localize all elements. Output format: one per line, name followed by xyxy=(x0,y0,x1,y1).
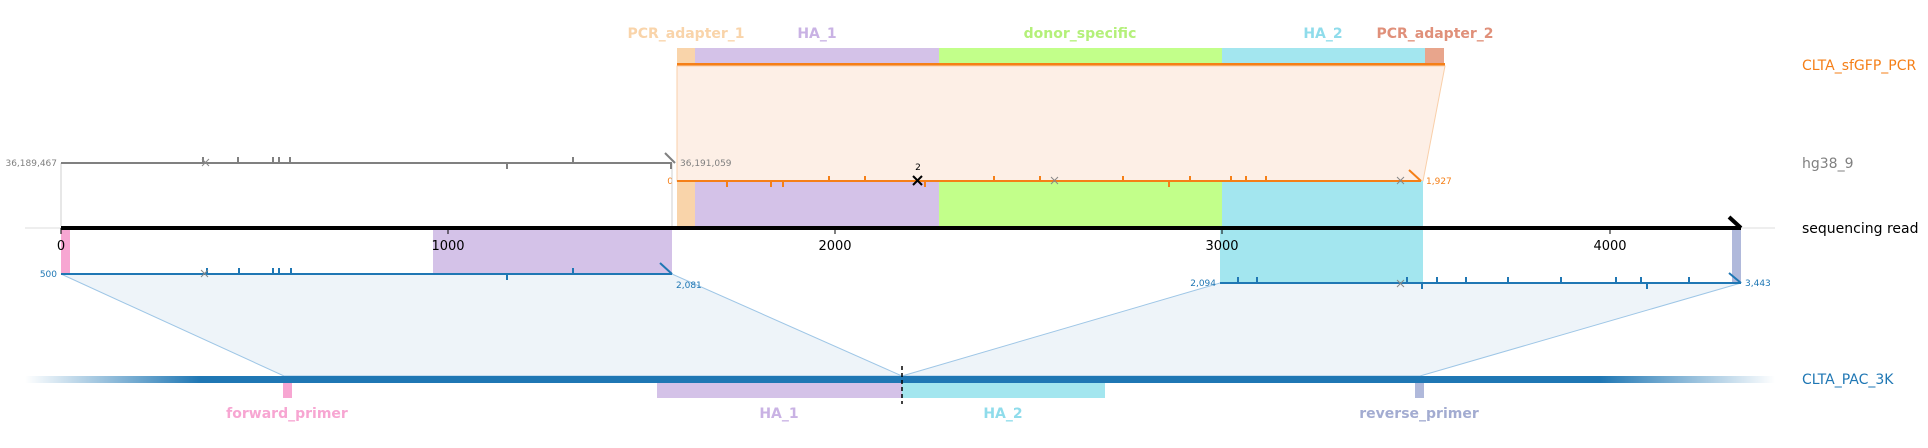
pcr-ha2-label: HA_2 xyxy=(1303,26,1342,42)
read-ha2-fill xyxy=(1222,181,1423,226)
pac-ha1-label: HA_1 xyxy=(759,406,798,422)
pac-left-end-label: 2,081 xyxy=(676,281,702,291)
pcr-adapter-1-block xyxy=(677,48,695,65)
read-adapter-fill xyxy=(677,181,695,226)
pcr-mismatch-x-2 xyxy=(1396,176,1405,185)
read-tick-label-2000: 2000 xyxy=(818,239,851,254)
pcr-alignment-band xyxy=(676,65,1446,182)
pac-reverse-primer-label: reverse_primer xyxy=(1359,406,1479,422)
genome-alignment-ticks xyxy=(202,157,672,169)
pcr-adapter-1-label: PCR_adapter_1 xyxy=(627,26,744,42)
pac-mismatch-x-2 xyxy=(1396,279,1405,288)
read-ha1-fill xyxy=(695,181,939,226)
pac-right-end-label: 3,443 xyxy=(1745,279,1771,289)
read-tick-label-4000: 4000 xyxy=(1593,239,1626,254)
genome-track-label: hg38_9 xyxy=(1802,156,1853,172)
read-track-label: sequencing read xyxy=(1802,221,1918,237)
pac-ha2-block xyxy=(902,383,1105,398)
read-reverse-primer-block xyxy=(1732,230,1741,283)
pcr-ha1-label: HA_1 xyxy=(797,26,836,42)
pac-ha2-label: HA_2 xyxy=(983,406,1022,422)
pac-forward-primer-label: forward_primer xyxy=(226,406,348,422)
pcr-mismatch-x-1 xyxy=(1050,176,1059,185)
read-axis: 0 1000 2000 3000 4000 sequencing read xyxy=(25,215,1918,283)
pac-track-label: CLTA_PAC_3K xyxy=(1802,372,1894,388)
pac-ha1-block xyxy=(657,383,902,398)
pac-backbone xyxy=(25,376,1775,383)
pcr-adapter-2-label: PCR_adapter_2 xyxy=(1376,26,1493,42)
read-tick-label-1000: 1000 xyxy=(431,239,464,254)
pcr-alignment-ticks xyxy=(726,176,1267,187)
pcr-alignment: 2 0 1,927 xyxy=(667,65,1452,226)
pac-reverse-primer-block xyxy=(1415,383,1424,398)
read-tick-label-3000: 3000 xyxy=(1205,239,1238,254)
read-donor-fill xyxy=(939,181,1222,226)
genome-mismatch-x xyxy=(201,158,210,167)
pac-right-alignment-band xyxy=(901,282,1742,377)
pac-left-alignment-end-hook xyxy=(659,262,673,275)
read-forward-primer-block xyxy=(61,230,70,274)
pcr-end-label: 1,927 xyxy=(1426,177,1452,187)
pcr-donor-block xyxy=(939,48,1222,65)
pac-right-alignment-end-hook xyxy=(1728,272,1742,284)
read-axis-end-hook xyxy=(1727,215,1743,230)
genome-alignment-end-hook xyxy=(664,152,676,164)
pcr-ha2-block xyxy=(1222,48,1425,65)
pcr-donor-label: donor_specific xyxy=(1024,26,1137,42)
pac-left-start-label: 500 xyxy=(40,270,57,280)
pcr-start-label: 0 xyxy=(667,177,673,187)
pac-forward-primer-block xyxy=(283,383,292,398)
pcr-ha1-block xyxy=(695,48,939,65)
genome-alignment: 36,189,467 36,191,059 hg38_9 xyxy=(5,152,1853,226)
read-tick-label-0: 0 xyxy=(57,239,65,254)
pac-right-start-label: 2,094 xyxy=(1190,279,1216,289)
pcr-adapter-2-block xyxy=(1425,48,1444,65)
pcr-insertion-marker xyxy=(912,175,923,186)
read-axis-ticks: 0 1000 2000 3000 4000 xyxy=(57,228,1627,254)
genome-end-label: 36,191,059 xyxy=(680,159,732,169)
pcr-alignment-end-hook xyxy=(1408,169,1422,182)
pcr-track-label: CLTA_sfGFP_PCR xyxy=(1802,58,1916,74)
pac-left-alignment-band xyxy=(60,273,903,377)
pac-alignment-ticks xyxy=(206,268,1690,289)
genome-start-label: 36,189,467 xyxy=(5,159,57,169)
pac-alignment: 500 2,081 2,094 3,443 xyxy=(40,262,1771,377)
pcr-insertion-label: 2 xyxy=(915,163,921,173)
read-ha1-block xyxy=(433,230,672,274)
read-ha2-block xyxy=(1220,230,1423,283)
pac-mismatch-x-1 xyxy=(200,269,209,278)
pac-track: forward_primer HA_1 HA_2 reverse_primer … xyxy=(25,366,1894,422)
